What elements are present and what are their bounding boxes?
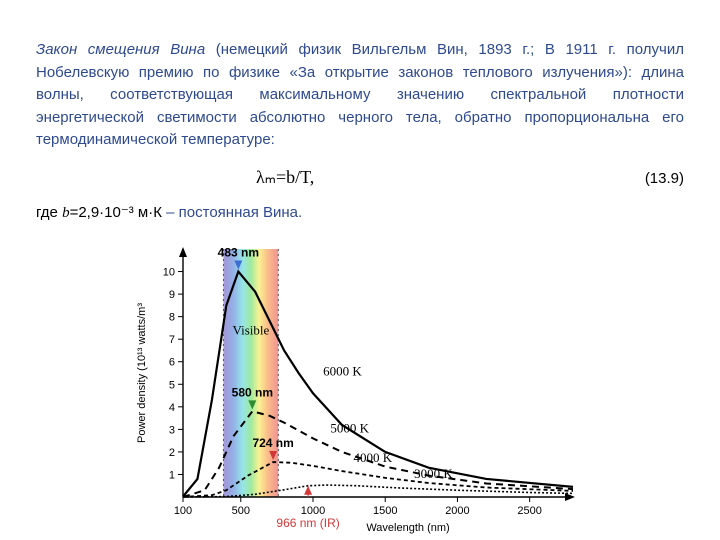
svg-text:6: 6 bbox=[169, 356, 175, 368]
constant-line: где b=2,9·10⁻³ м·К – постоянная Вина. bbox=[36, 203, 684, 222]
svg-text:3: 3 bbox=[169, 424, 175, 436]
svg-text:Wavelength (nm): Wavelength (nm) bbox=[366, 522, 449, 534]
svg-text:1500: 1500 bbox=[373, 505, 397, 517]
chart-container: Visible100500100015002000250012345678910… bbox=[36, 237, 684, 537]
svg-text:483 nm: 483 nm bbox=[218, 245, 259, 259]
formula-row: λₘ=b/T, (13.9) bbox=[36, 167, 684, 188]
intro-paragraph: Закон смещения Вина (немецкий физик Виль… bbox=[36, 39, 684, 152]
equation-number: (13.9) bbox=[645, 170, 684, 187]
svg-text:724 nm: 724 nm bbox=[252, 436, 293, 450]
svg-text:3000 K: 3000 K bbox=[414, 465, 453, 480]
svg-text:5: 5 bbox=[169, 379, 175, 391]
svg-text:2000: 2000 bbox=[445, 505, 469, 517]
svg-text:966 nm (IR): 966 nm (IR) bbox=[276, 516, 339, 530]
svg-text:2500: 2500 bbox=[517, 505, 541, 517]
svg-text:580 nm: 580 nm bbox=[232, 385, 273, 399]
svg-text:1: 1 bbox=[169, 469, 175, 481]
svg-text:Visible: Visible bbox=[232, 322, 269, 337]
svg-text:Power density (10¹³ watts/m³: Power density (10¹³ watts/m³ bbox=[136, 302, 148, 442]
svg-text:500: 500 bbox=[232, 505, 250, 517]
svg-text:2: 2 bbox=[169, 446, 175, 458]
law-name: Закон смещения Вина bbox=[36, 41, 205, 58]
svg-text:4000 K: 4000 K bbox=[353, 450, 392, 465]
svg-text:9: 9 bbox=[169, 289, 175, 301]
svg-text:8: 8 bbox=[169, 311, 175, 323]
svg-text:5000 K: 5000 K bbox=[330, 420, 369, 435]
svg-text:100: 100 bbox=[174, 505, 192, 517]
svg-text:4: 4 bbox=[169, 401, 175, 413]
formula: λₘ=b/T, bbox=[256, 167, 314, 188]
svg-text:7: 7 bbox=[169, 334, 175, 346]
svg-text:10: 10 bbox=[163, 266, 175, 278]
svg-text:6000 K: 6000 K bbox=[323, 363, 362, 378]
blackbody-spectrum-chart: Visible100500100015002000250012345678910… bbox=[125, 237, 595, 537]
